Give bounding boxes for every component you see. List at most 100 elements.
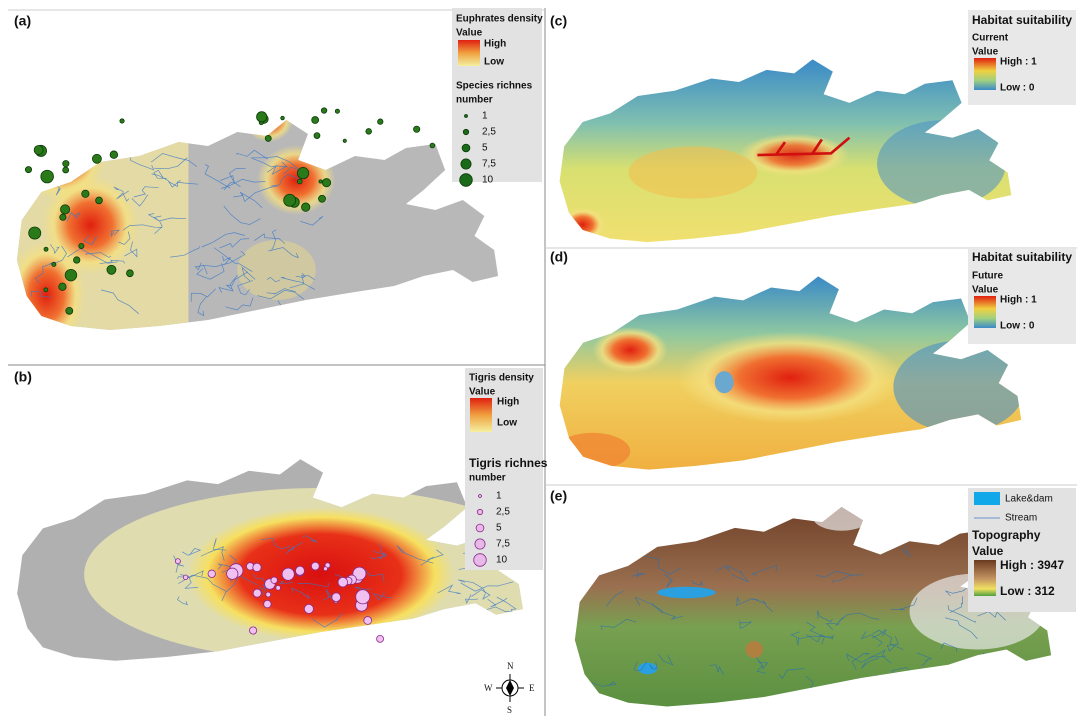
legend-a: Euphrates density Value High Low Species… xyxy=(452,8,543,186)
occurrence-point xyxy=(66,307,73,314)
occurrence-point xyxy=(338,577,348,587)
stream xyxy=(954,670,969,676)
compass-label: W xyxy=(484,683,493,693)
legend-ramp xyxy=(974,296,996,328)
occurrence-point xyxy=(41,170,54,183)
legend-high: High : 1 xyxy=(1000,57,1037,68)
legend-ramp xyxy=(974,560,996,596)
occurrence-point xyxy=(265,135,271,141)
legend-symbol xyxy=(460,174,473,187)
legend-low: Low xyxy=(497,418,517,429)
legend-item: 1 xyxy=(482,111,488,122)
occurrence-point xyxy=(332,593,341,602)
occurrence-point xyxy=(366,129,372,135)
occurrence-point xyxy=(73,257,79,263)
occurrence-point xyxy=(253,589,261,597)
legend-heading: Value xyxy=(972,285,999,296)
occurrence-point xyxy=(107,265,116,274)
occurrence-point xyxy=(295,566,304,575)
panel-label: (c) xyxy=(550,13,567,29)
occurrence-point xyxy=(377,635,384,642)
legend-e: Lake&dam Stream Topography Value High : … xyxy=(968,488,1076,612)
occurrence-point xyxy=(110,151,118,159)
occurrence-point xyxy=(312,117,319,124)
panel-label: (a) xyxy=(14,13,31,29)
stream xyxy=(942,680,978,687)
legend-b: Tigris density Value High Low Tigris ric… xyxy=(465,368,548,570)
legend-item: 2,5 xyxy=(482,127,496,138)
occurrence-point xyxy=(79,243,84,248)
legend-swatch xyxy=(974,492,1000,505)
occurrence-point xyxy=(59,283,66,290)
legend-ramp xyxy=(458,40,480,66)
legend-low: Low xyxy=(484,57,504,68)
panel-label: (b) xyxy=(14,369,32,385)
stream xyxy=(1024,684,1038,689)
occurrence-point xyxy=(44,288,48,292)
legend-heading: Value xyxy=(972,544,1004,558)
legend-scenario: Current xyxy=(972,33,1009,44)
legend-heading: number xyxy=(456,95,493,106)
stream xyxy=(981,652,1015,672)
occurrence-point xyxy=(96,197,103,204)
occurrence-point xyxy=(65,269,77,281)
occurrence-point xyxy=(82,190,89,197)
occurrence-point xyxy=(335,109,339,113)
legend-item: 2,5 xyxy=(496,507,510,518)
occurrence-point xyxy=(25,167,31,173)
occurrence-point xyxy=(356,590,370,604)
legend-high: High xyxy=(497,397,519,408)
legend-item: Lake&dam xyxy=(1005,494,1053,505)
legend-symbol xyxy=(465,115,468,118)
legend-item: 7,5 xyxy=(496,539,510,550)
occurrence-point xyxy=(227,568,238,579)
stream xyxy=(624,549,637,562)
occurrence-point xyxy=(63,167,69,173)
legend-high: High : 1 xyxy=(1000,295,1037,306)
legend-item: 10 xyxy=(482,175,494,186)
legend-ramp xyxy=(974,58,996,90)
occurrence-point xyxy=(264,600,271,607)
legend-item: 10 xyxy=(496,555,508,566)
legend-heading: Value xyxy=(469,387,496,398)
occurrence-point xyxy=(319,195,326,202)
occurrence-point xyxy=(430,143,435,148)
occurrence-point xyxy=(314,133,320,139)
occurrence-point xyxy=(253,563,261,571)
legend-title: Tigris richnes xyxy=(469,456,548,470)
map-a xyxy=(7,98,498,350)
occurrence-point xyxy=(297,167,308,178)
occurrence-point xyxy=(266,592,271,597)
occurrence-point xyxy=(120,119,124,123)
legend-low: Low : 0 xyxy=(1000,83,1035,94)
stream xyxy=(424,617,458,631)
compass-label: N xyxy=(507,661,514,671)
legend-c: Habitat suitability Current Value High :… xyxy=(968,10,1076,105)
occurrence-point xyxy=(284,194,296,206)
occurrence-point xyxy=(175,559,180,564)
legend-high: High xyxy=(484,39,506,50)
occurrence-point xyxy=(276,586,281,591)
legend-symbol xyxy=(476,524,484,532)
legend-title: Species richnes xyxy=(456,81,533,92)
stream xyxy=(941,675,965,684)
stream xyxy=(503,614,529,624)
occurrence-point xyxy=(61,205,70,214)
legend-heading: number xyxy=(469,473,506,484)
legend-symbol xyxy=(474,554,487,567)
occurrence-point xyxy=(378,119,383,124)
compass-label: S xyxy=(507,705,512,715)
occurrence-point xyxy=(208,570,215,577)
occurrence-point xyxy=(257,112,267,122)
legend-low: Low : 0 xyxy=(1000,321,1035,332)
occurrence-point xyxy=(319,180,322,183)
occurrence-point xyxy=(343,139,346,142)
occurrence-point xyxy=(324,567,328,571)
legend-item: 1 xyxy=(496,491,502,502)
occurrence-point xyxy=(414,126,420,132)
occurrence-point xyxy=(311,562,319,570)
legend-symbol xyxy=(479,495,482,498)
occurrence-point xyxy=(249,627,256,634)
legend-symbol xyxy=(475,539,485,549)
occurrence-point xyxy=(44,247,48,251)
